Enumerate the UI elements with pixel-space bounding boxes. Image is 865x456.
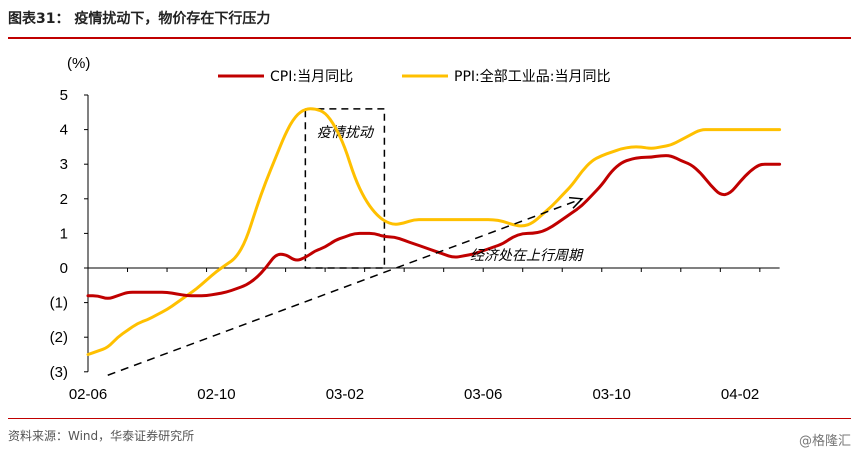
top-rule (8, 37, 851, 39)
x-tick-label: 02-06 (69, 386, 107, 403)
cpi-series-line (86, 154, 782, 300)
covid-disruption-label: 疫情扰动 (317, 125, 375, 141)
y-tick-marks (84, 94, 88, 373)
y-tick-label: (1) (50, 295, 68, 312)
y-tick-label: 1 (60, 225, 68, 242)
y-axis-label: (%) (67, 55, 90, 72)
legend-cpi-label: CPI:当月同比 (270, 69, 353, 85)
y-tick-label: (3) (50, 364, 68, 381)
y-tick-label: 3 (60, 156, 68, 173)
y-tick-label: 0 (60, 260, 68, 277)
legend-ppi-label: PPI:全部工业品:当月同比 (454, 68, 610, 85)
y-tick-label: 5 (60, 87, 68, 104)
trend-arrow (107, 198, 583, 376)
x-tick-label: 03-06 (464, 386, 502, 403)
y-tick-label: 4 (60, 122, 68, 139)
x-tick-marks (87, 268, 761, 272)
x-tick-label: 02-10 (197, 386, 235, 403)
x-tick-labels: 02-06 02-10 03-02 03-06 03-10 04-02 (69, 386, 759, 403)
x-tick-label: 03-10 (592, 386, 630, 403)
covid-disruption-box (304, 108, 386, 269)
trend-label: 经济处在上行周期 (470, 248, 584, 264)
trend-arrowhead (569, 196, 584, 209)
bottom-rule (8, 418, 851, 419)
x-tick-label: 04-02 (721, 386, 759, 403)
source-note: 资料来源：Wind，华泰证券研究所 (8, 429, 195, 443)
ppi-series-line (86, 107, 782, 356)
x-tick-label: 03-02 (326, 386, 364, 403)
y-tick-labels: 5 4 3 2 1 0 (1) (2) (3) (50, 87, 68, 381)
watermark: @格隆汇 (798, 434, 851, 449)
y-tick-label: (2) (50, 329, 68, 346)
figure-title: 图表31： 疫情扰动下，物价存在下行压力 (8, 11, 271, 27)
y-tick-label: 2 (60, 191, 68, 208)
chart: (%) 5 4 3 2 1 0 (1) (2) (3) 02-06 02-10 03-02 03-06… (50, 55, 782, 403)
legend: CPI:当月同比 PPI:全部工业品:当月同比 (218, 68, 610, 85)
